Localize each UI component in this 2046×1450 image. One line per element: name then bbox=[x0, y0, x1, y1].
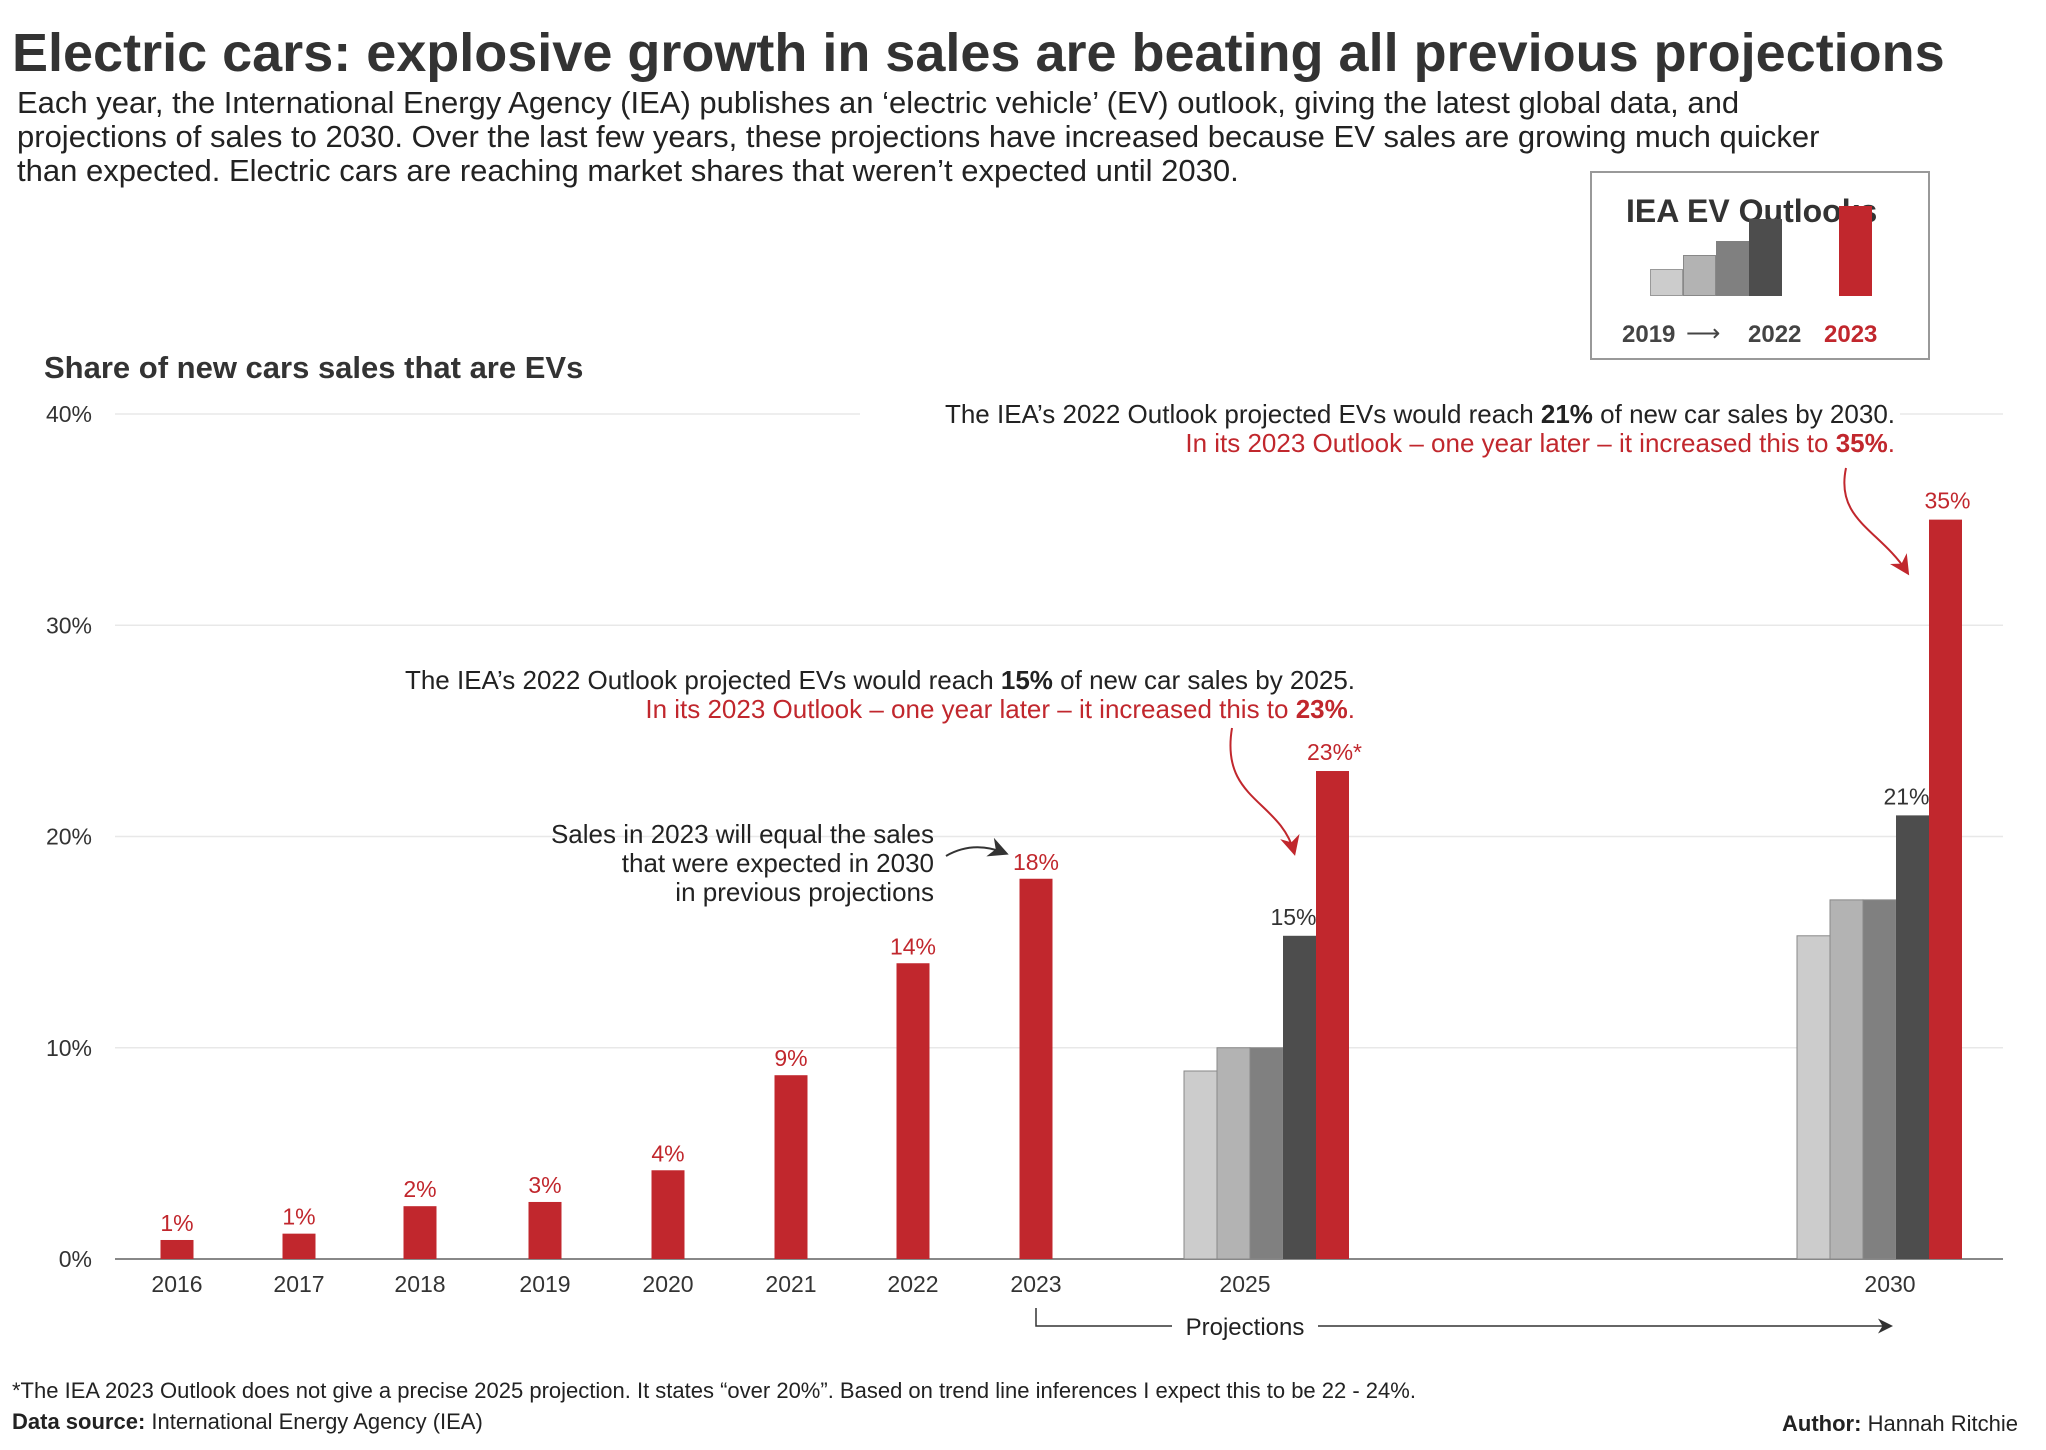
bar-2016 bbox=[160, 1239, 194, 1259]
author-value: Hannah Ritchie bbox=[1861, 1411, 2018, 1436]
bar-2019 bbox=[528, 1201, 562, 1259]
x-tick-label: 2016 bbox=[151, 1271, 202, 1297]
bar-value-label: 1% bbox=[160, 1210, 193, 1236]
bar-value-label: 14% bbox=[890, 933, 936, 959]
legend-swatch-2022 bbox=[1749, 219, 1782, 296]
y-tick-label: 40% bbox=[46, 401, 92, 427]
bar-2023 bbox=[1019, 878, 1053, 1259]
annotation-2025-line2: In its 2023 Outlook – one year later – i… bbox=[645, 694, 1355, 724]
bar-2025-2020-outlook bbox=[1216, 1047, 1251, 1260]
x-tick-label: 2025 bbox=[1219, 1271, 1270, 1297]
footnote: *The IEA 2023 Outlook does not give a pr… bbox=[12, 1378, 1416, 1403]
x-tick-label: 2020 bbox=[642, 1271, 693, 1297]
legend-arrow-icon: ⟶ bbox=[1686, 320, 1721, 347]
x-tick-label: 2022 bbox=[887, 1271, 938, 1297]
y-tick-label: 0% bbox=[59, 1246, 92, 1272]
annotation-2030-line1: The IEA’s 2022 Outlook projected EVs wou… bbox=[945, 399, 1895, 429]
annotation-2023-line: Sales in 2023 will equal the sales bbox=[551, 819, 934, 849]
annotation-2025-line1: The IEA’s 2022 Outlook projected EVs wou… bbox=[405, 665, 1355, 695]
bar-2021 bbox=[774, 1075, 808, 1259]
annotation-2025-arrow bbox=[1229, 727, 1300, 856]
subtitle-line: Each year, the International Energy Agen… bbox=[17, 85, 1740, 120]
bar-2025-2021-outlook bbox=[1249, 1047, 1284, 1260]
bar-2018 bbox=[403, 1206, 437, 1259]
annotation-2023-line: in previous projections bbox=[675, 877, 934, 907]
bar-2025-2019-outlook bbox=[1183, 1070, 1218, 1260]
annotation-2023-arrow bbox=[945, 837, 1009, 857]
data-source-label: Data source: bbox=[12, 1409, 146, 1434]
page-title: Electric cars: explosive growth in sales… bbox=[12, 23, 1945, 83]
legend-label-2023: 2023 bbox=[1824, 321, 1878, 348]
data-source-value: International Energy Agency (IEA) bbox=[145, 1409, 483, 1434]
bar-value-label: 18% bbox=[1013, 849, 1059, 875]
data-source: Data source: International Energy Agency… bbox=[12, 1409, 483, 1435]
x-tick-label: 2018 bbox=[394, 1271, 445, 1297]
legend: IEA EV Outlooks 2019 ⟶ 2022 2023 bbox=[1590, 171, 1930, 360]
annotation-2030-arrow bbox=[1843, 467, 1910, 576]
x-tick-label: 2021 bbox=[765, 1271, 816, 1297]
subtitle: Each year, the International Energy Agen… bbox=[17, 86, 2037, 188]
y-tick-label: 20% bbox=[46, 824, 92, 850]
legend-swatch-2023 bbox=[1839, 206, 1872, 296]
bar-2017 bbox=[282, 1233, 316, 1259]
projections-bracket bbox=[1035, 1308, 1172, 1327]
annotation-2030-line2: In its 2023 Outlook – one year later – i… bbox=[1185, 428, 1895, 458]
chart-title: Share of new cars sales that are EVs bbox=[44, 350, 584, 385]
bar-2030-2023-outlook bbox=[1929, 519, 1962, 1259]
bar-2025-2023-outlook bbox=[1316, 771, 1349, 1259]
author: Author: Hannah Ritchie bbox=[1782, 1411, 2018, 1437]
bar-value-label: 4% bbox=[651, 1140, 684, 1166]
legend-swatch-2021 bbox=[1716, 241, 1749, 296]
bar-value-label: 35% bbox=[1924, 488, 1970, 514]
bar-2030-2020-outlook bbox=[1829, 899, 1864, 1260]
bar-2020 bbox=[651, 1170, 685, 1259]
x-tick-label: 2030 bbox=[1864, 1271, 1915, 1297]
bar-value-label: 9% bbox=[774, 1045, 807, 1071]
x-tick-label: 2019 bbox=[519, 1271, 570, 1297]
annotation-2023-line: that were expected in 2030 bbox=[622, 848, 934, 878]
x-tick-label: 2023 bbox=[1010, 1271, 1061, 1297]
y-tick-label: 30% bbox=[46, 612, 92, 638]
subtitle-line: projections of sales to 2030. Over the l… bbox=[17, 119, 1820, 154]
legend-swatch-2019 bbox=[1650, 269, 1683, 296]
bar-value-label: 23%* bbox=[1307, 739, 1362, 765]
bar-2030-2021-outlook bbox=[1862, 899, 1897, 1260]
legend-swatch-2020 bbox=[1683, 255, 1716, 296]
projections-label: Projections bbox=[1186, 1314, 1305, 1341]
bar-2022 bbox=[896, 963, 930, 1259]
bar-2025-2022-outlook bbox=[1283, 935, 1316, 1259]
x-tick-label: 2017 bbox=[273, 1271, 324, 1297]
y-tick-label: 10% bbox=[46, 1035, 92, 1061]
bar-value-label: 15% bbox=[1270, 904, 1316, 930]
bar-2030-2019-outlook bbox=[1796, 935, 1831, 1260]
legend-label-2022: 2022 bbox=[1748, 321, 1802, 348]
subtitle-line: than expected. Electric cars are reachin… bbox=[17, 153, 1239, 188]
bar-value-label: 21% bbox=[1883, 783, 1929, 809]
bar-value-label: 3% bbox=[528, 1172, 561, 1198]
bar-value-label: 2% bbox=[403, 1176, 436, 1202]
bar-value-label: 1% bbox=[282, 1204, 315, 1230]
author-label: Author: bbox=[1782, 1411, 1862, 1436]
legend-label-2019: 2019 bbox=[1622, 321, 1676, 348]
bar-2030-2022-outlook bbox=[1896, 815, 1929, 1259]
